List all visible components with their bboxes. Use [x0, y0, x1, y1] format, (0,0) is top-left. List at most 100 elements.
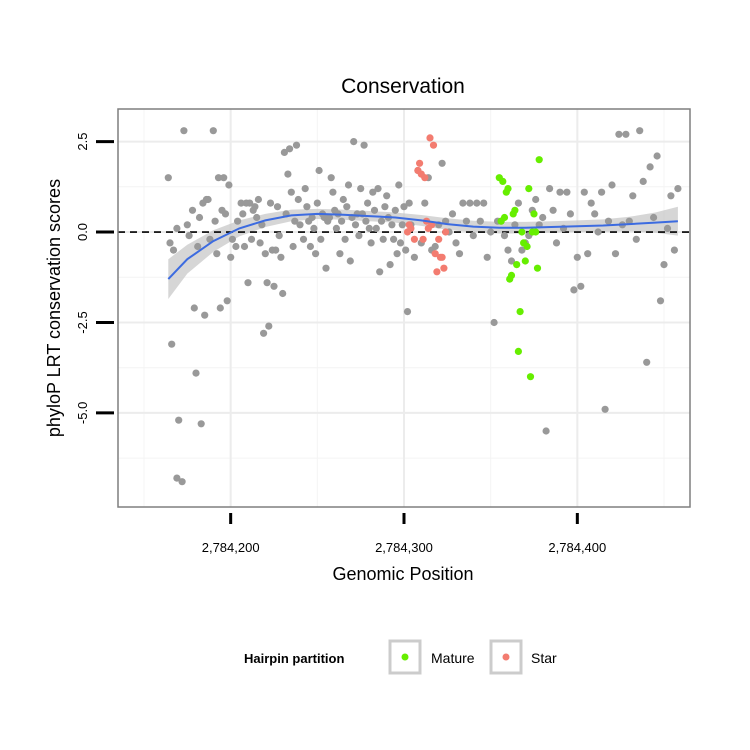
point-other	[168, 340, 176, 348]
point-other	[220, 174, 228, 182]
point-other	[166, 239, 174, 247]
point-other	[294, 195, 302, 204]
point-other	[549, 206, 557, 214]
point-other	[256, 239, 264, 247]
point-mature	[516, 308, 524, 316]
point-other	[175, 416, 183, 424]
point-star	[410, 235, 418, 243]
point-other	[383, 192, 391, 200]
point-other	[197, 420, 205, 428]
x-tick-label: 2,784,200	[202, 540, 260, 555]
point-other	[653, 152, 661, 160]
point-other	[608, 181, 616, 189]
point-other	[374, 185, 382, 193]
point-other	[266, 199, 275, 207]
point-other	[480, 199, 488, 207]
point-other	[476, 217, 484, 225]
point-other	[376, 268, 384, 276]
point-mature	[523, 242, 531, 251]
point-other	[452, 239, 460, 247]
point-other	[504, 246, 512, 254]
point-other	[209, 127, 217, 135]
point-other	[580, 188, 588, 196]
point-other	[365, 224, 373, 232]
point-star	[407, 224, 415, 232]
point-other	[225, 181, 233, 189]
point-other	[284, 170, 292, 178]
point-other	[247, 235, 256, 243]
legend-label-mature: Mature	[431, 650, 475, 666]
point-mature	[507, 271, 516, 279]
x-tick-label: 2,784,400	[548, 540, 606, 555]
point-other	[355, 232, 363, 240]
point-other	[598, 188, 606, 196]
point-other	[201, 311, 209, 319]
x-axis-ticks: 2,784,200 2,784,300 2,784,400	[202, 513, 606, 555]
point-other	[466, 199, 474, 207]
point-other	[254, 195, 262, 204]
point-star	[416, 159, 424, 167]
legend-dot-mature	[401, 653, 409, 661]
point-other	[296, 221, 304, 229]
confidence-band	[168, 206, 678, 299]
point-other	[667, 192, 675, 200]
point-other	[315, 166, 323, 175]
point-other	[643, 358, 651, 366]
point-other	[301, 185, 309, 193]
point-other	[487, 228, 495, 236]
legend-key-mature	[388, 639, 422, 675]
legend-dot-star	[502, 653, 510, 661]
point-other	[213, 250, 221, 258]
point-other	[346, 257, 354, 265]
point-other	[532, 195, 540, 204]
point-other	[514, 199, 523, 207]
y-axis-ticks: 2.5 0.0 -2.5 -5.0	[75, 133, 114, 424]
point-other	[500, 232, 509, 240]
point-other	[240, 242, 249, 251]
point-other	[391, 206, 399, 214]
point-other	[473, 199, 481, 207]
point-other	[273, 203, 282, 211]
point-other	[223, 297, 231, 305]
y-axis-title: phyloP LRT conservation scores	[44, 179, 64, 437]
point-other	[325, 213, 334, 222]
point-other	[372, 224, 380, 232]
point-other	[552, 239, 561, 247]
point-mature	[504, 185, 512, 193]
point-other	[591, 210, 599, 218]
point-other	[351, 221, 360, 229]
point-other	[188, 206, 197, 214]
point-other	[195, 213, 204, 222]
point-other	[573, 253, 581, 261]
point-other	[308, 213, 316, 222]
point-other	[313, 199, 321, 207]
chart-title: Conservation	[341, 75, 465, 98]
point-other	[587, 199, 595, 207]
point-other	[388, 221, 396, 229]
point-other	[455, 250, 464, 258]
point-other	[214, 174, 223, 182]
point-other	[369, 188, 377, 196]
point-other	[594, 228, 602, 236]
point-other	[275, 232, 283, 240]
point-other	[251, 203, 259, 211]
point-other	[395, 181, 403, 189]
point-other	[306, 242, 314, 251]
point-other	[518, 246, 526, 254]
point-other	[459, 199, 467, 207]
point-mature	[525, 185, 533, 193]
point-other	[221, 210, 230, 218]
point-other	[386, 261, 394, 269]
legend-title: Hairpin partition	[244, 651, 344, 666]
point-other	[431, 242, 439, 251]
point-other	[227, 253, 235, 261]
point-other	[286, 145, 294, 153]
point-other	[183, 221, 191, 229]
point-other	[674, 185, 682, 193]
point-other	[663, 224, 672, 232]
point-other	[563, 188, 571, 196]
point-other	[234, 217, 242, 225]
point-other	[350, 138, 358, 146]
point-other	[204, 195, 212, 204]
